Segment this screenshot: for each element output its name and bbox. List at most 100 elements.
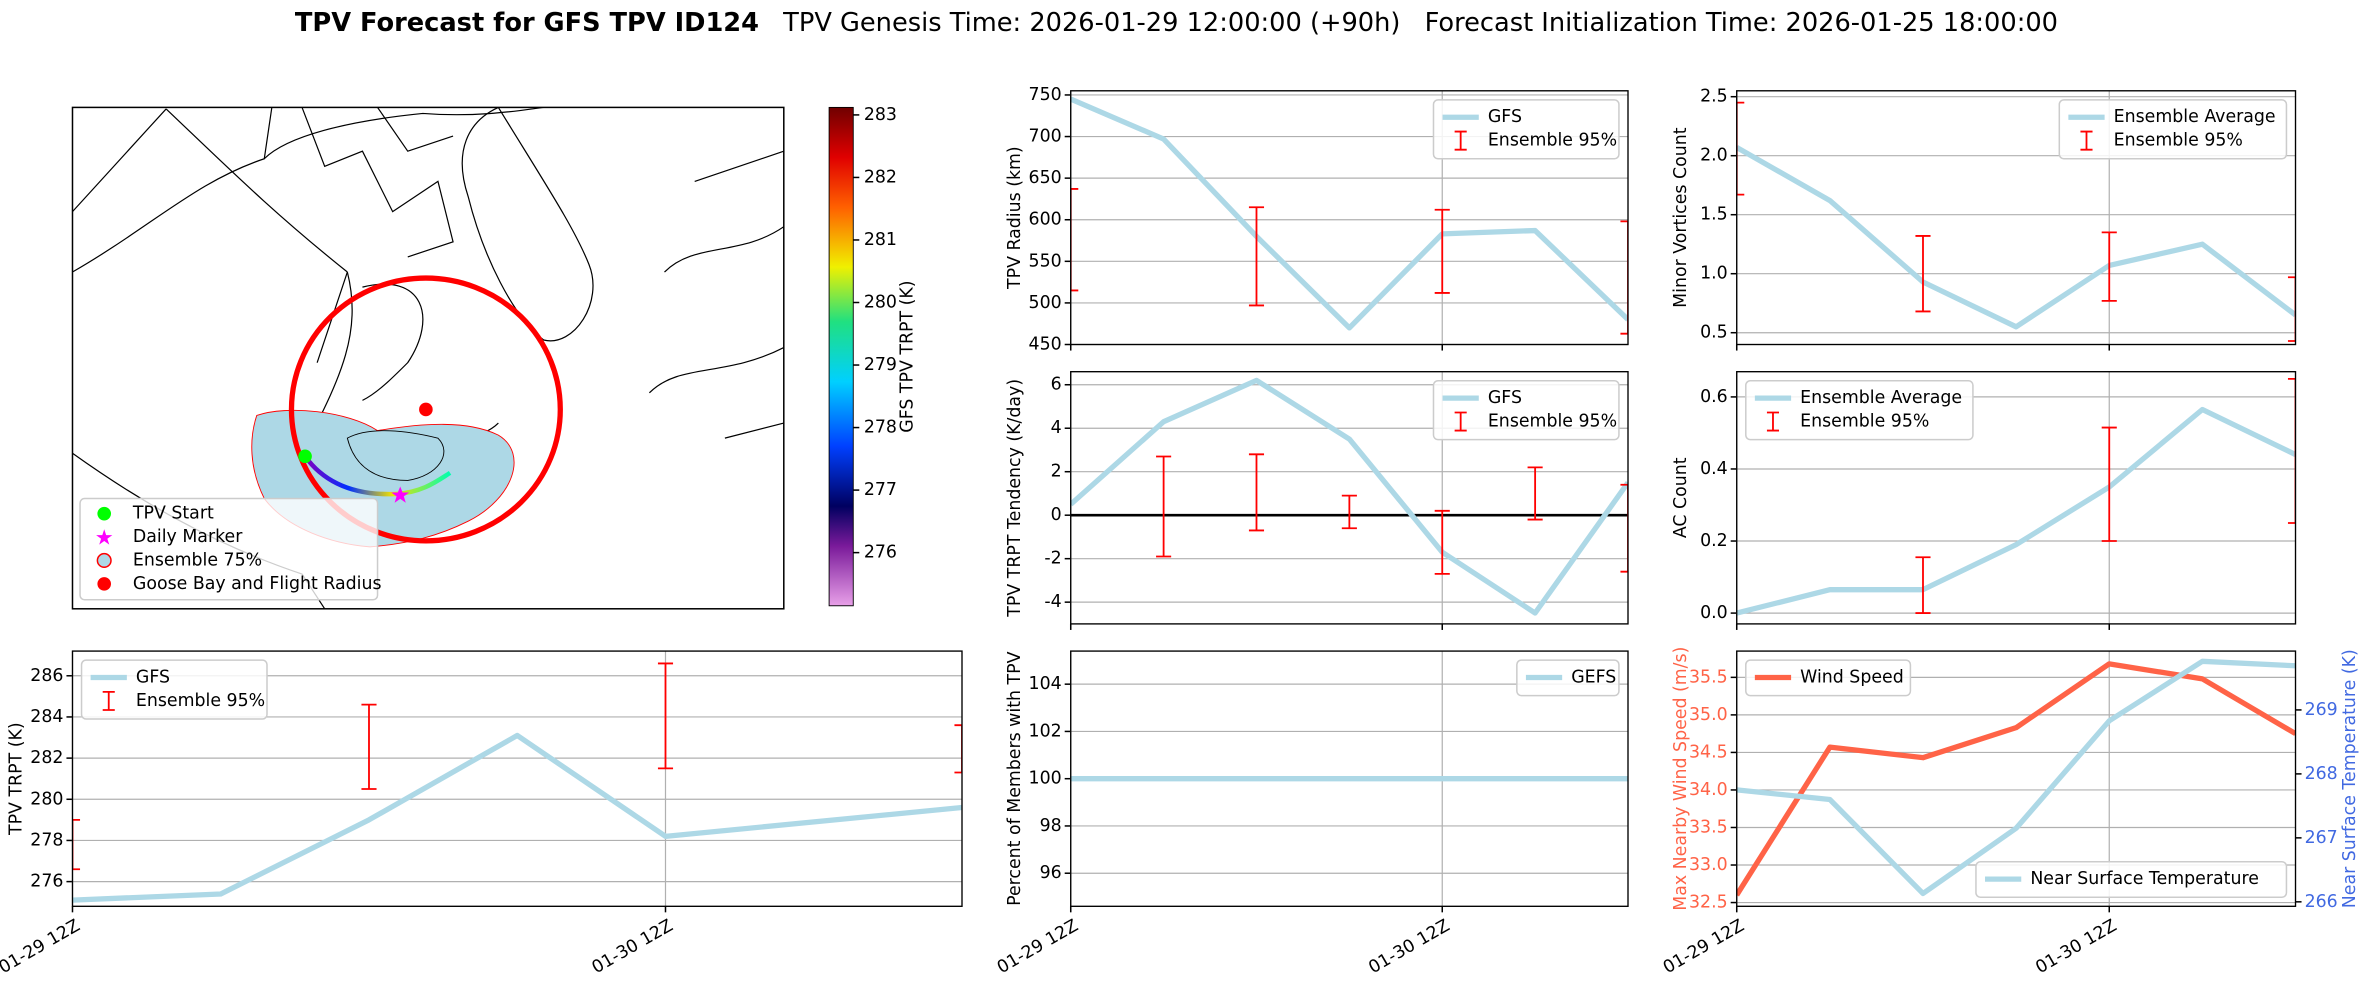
legend-label: GFS (1488, 388, 1522, 408)
legend-label: Ensemble 95% (2114, 131, 2243, 151)
y-tick-label: 0.0 (1700, 603, 1728, 623)
y2-tick-label: 266 (2305, 892, 2338, 912)
y-tick-label: 100 (1029, 769, 1062, 789)
legend-label: Ensemble Average (1800, 388, 1962, 408)
title-init: Forecast Initialization Time: 2026-01-25… (1425, 7, 2058, 37)
colorbar-tick-label: 283 (864, 105, 897, 125)
x-tick-label: 01-29 12Z (1660, 916, 1748, 978)
error-bar (954, 724, 962, 774)
axes-frame (71, 650, 963, 907)
y-axis-label: TPV TRPT (K) (7, 722, 27, 836)
series-line (1736, 658, 2296, 897)
legend-label: GFS (136, 668, 170, 688)
y2-axis-label: Near Surface Temperature (K) (2340, 649, 2360, 908)
series-line (1736, 145, 2296, 330)
error-bar (2101, 231, 2117, 302)
y-tick-label: 600 (1029, 210, 1062, 230)
colorbar-tick-label: 280 (864, 293, 897, 313)
axes-frame (1736, 650, 2297, 907)
y-tick-label: 700 (1029, 127, 1062, 147)
colorbar-tick-label: 279 (864, 355, 897, 375)
coastline (263, 107, 544, 160)
x-tick-label: 01-30 12Z (589, 916, 677, 978)
y-tick-label: 0.5 (1700, 323, 1728, 343)
daily-marker (391, 486, 410, 503)
border (72, 108, 348, 273)
legend-marker: ★ (95, 525, 114, 550)
plot-area (1070, 96, 1628, 335)
y-tick-label: 102 (1029, 721, 1062, 741)
series-line (1736, 661, 2296, 897)
legend-box (79, 497, 379, 601)
axes-frame (1736, 90, 2297, 346)
error-bar (72, 818, 81, 871)
tpv-start (298, 449, 312, 464)
y-tick-label: 0 (1051, 505, 1062, 525)
y-tick-label: 450 (1029, 335, 1062, 355)
error-bar (1434, 509, 1450, 575)
y-tick-label: 0.4 (1700, 459, 1728, 479)
error-bar (1248, 453, 1265, 532)
colorbar-tick-label: 281 (864, 230, 897, 250)
y-tick-label: 500 (1029, 293, 1062, 313)
y-tick-label: 0.2 (1700, 531, 1728, 551)
legend-label: Ensemble 95% (1488, 131, 1617, 151)
error-bar (2287, 377, 2296, 524)
y-tick-label: 33.5 (1689, 817, 1728, 837)
error-bar (361, 703, 377, 790)
suptitle: TPV Forecast for GFS TPV ID124 TPV Genesi… (295, 7, 2058, 37)
greenland (461, 107, 594, 342)
plot-area (1736, 658, 2296, 897)
error-bar (1527, 466, 1543, 521)
y-tick-label: -2 (1044, 549, 1061, 569)
legend-label: TPV Start (132, 504, 214, 524)
y-tick-label: 276 (30, 872, 63, 892)
y-tick-label: 1.5 (1700, 205, 1728, 225)
y-tick-label: 0.6 (1700, 387, 1728, 407)
legend-label: Ensemble 75% (133, 550, 262, 570)
plot-area (72, 662, 962, 903)
legend-box (1975, 860, 2288, 898)
arctic-islands (301, 107, 454, 258)
legend-label: GEFS (1571, 668, 1616, 688)
y-tick-label: 33.0 (1689, 855, 1728, 875)
series-line (1070, 96, 1628, 331)
y-tick-label: 2.5 (1700, 87, 1728, 107)
y-tick-label: 4 (1051, 418, 1062, 438)
legend-marker (96, 552, 112, 569)
y-axis-label: AC Count (1671, 457, 1691, 538)
axes-frame (1070, 90, 1629, 346)
legend-label: Near Surface Temperature (2030, 869, 2259, 889)
error-bar (1341, 494, 1357, 530)
legend-swatch (102, 690, 115, 711)
error-bar (1620, 220, 1628, 335)
map-frame (71, 106, 785, 610)
legend-box (80, 659, 268, 720)
error-bar (1915, 235, 1931, 313)
x-tick-label: 01-29 12Z (0, 916, 84, 978)
legend-label: Daily Marker (133, 527, 243, 547)
axes-frame (1070, 371, 1629, 625)
legend-box (1432, 380, 1620, 441)
y-axis-label: TPV TRPT Tendency (K/day) (1005, 379, 1025, 618)
plot-area (1736, 377, 2296, 616)
y-tick-label: 282 (30, 748, 63, 768)
y-tick-label: -4 (1044, 592, 1061, 612)
legend-label: Goose Bay and Flight Radius (133, 574, 382, 594)
x-tick-label: 01-29 12Z (994, 916, 1082, 978)
legend-label: Ensemble 95% (1800, 412, 1929, 432)
legend-box (2058, 99, 2288, 160)
y-axis-label: Minor Vortices Count (1671, 127, 1691, 308)
colorbar-tick-label: 277 (864, 480, 897, 500)
legend-marker (97, 577, 111, 591)
legend-box (1516, 659, 1620, 697)
error-bar (657, 662, 674, 770)
y-tick-label: 34.0 (1689, 780, 1728, 800)
error-bar (1070, 188, 1079, 292)
y-tick-label: 278 (30, 830, 63, 850)
y-tick-label: 750 (1029, 85, 1062, 105)
error-bar (1736, 101, 1745, 196)
y-tick-label: 98 (1040, 816, 1062, 836)
error-bar (1915, 556, 1931, 614)
colorbar-tick-label: 278 (864, 418, 897, 438)
